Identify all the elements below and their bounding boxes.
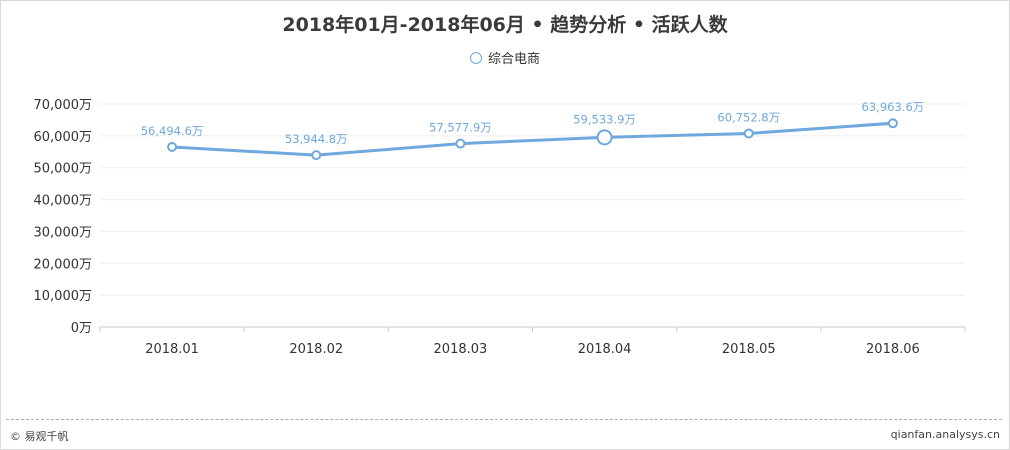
data-label: 57,577.9万 [429,121,492,135]
y-tick-label: 30,000万 [34,225,93,240]
footer-divider [6,419,1002,420]
series-line [171,121,894,157]
legend-label: 综合电商 [488,52,541,67]
data-point[interactable] [887,118,898,129]
data-label: 53,944.8万 [285,132,348,146]
x-tick-label: 2018.02 [289,342,343,357]
legend-marker-icon [470,51,482,64]
copyright-text: © 易观千帆 [10,430,69,443]
data-label: 59,533.9万 [573,112,636,126]
x-tick-label: 2018.01 [145,342,199,357]
legend-item[interactable]: 综合电商 [470,48,540,67]
y-tick-label: 10,000万 [34,289,93,304]
data-label: 60,752.8万 [717,110,780,124]
chart-title: 2018年01月-2018年06月 • 趋势分析 • 活跃人数 [282,14,728,36]
x-tick-label: 2018.05 [722,342,776,357]
data-label: 56,494.6万 [141,124,204,138]
data-point[interactable] [311,150,322,161]
y-tick-label: 70,000万 [34,98,93,113]
x-tick-label: 2018.03 [434,342,488,357]
data-point[interactable] [455,138,466,149]
data-label: 63,963.6万 [862,100,925,114]
data-point[interactable] [743,128,754,139]
y-tick-label: 20,000万 [34,257,93,272]
y-tick-label: 40,000万 [34,194,93,209]
y-tick-label: 50,000万 [34,162,93,177]
x-tick-label: 2018.04 [578,342,632,357]
data-point[interactable] [167,142,178,153]
y-tick-label: 0万 [71,321,92,336]
y-tick-label: 60,000万 [34,130,93,145]
source-url: qianfan.analysys.cn [890,428,1000,441]
data-point[interactable] [596,129,613,146]
x-tick-label: 2018.06 [866,342,920,357]
